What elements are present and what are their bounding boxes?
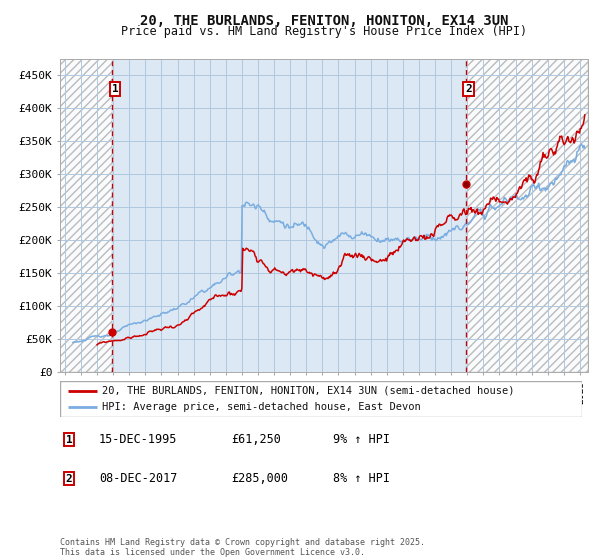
Text: HPI: Average price, semi-detached house, East Devon: HPI: Average price, semi-detached house,… (102, 402, 421, 412)
Bar (60, 59, 112, 372)
Text: 20, THE BURLANDS, FENITON, HONITON, EX14 3UN (semi-detached house): 20, THE BURLANDS, FENITON, HONITON, EX14… (102, 386, 514, 396)
Text: £61,250: £61,250 (231, 433, 281, 446)
Text: £285,000: £285,000 (231, 472, 288, 486)
Text: Contains HM Land Registry data © Crown copyright and database right 2025.
This d: Contains HM Land Registry data © Crown c… (60, 538, 425, 557)
Text: Price paid vs. HM Land Registry's House Price Index (HPI): Price paid vs. HM Land Registry's House … (121, 25, 527, 38)
Text: 2: 2 (466, 83, 472, 94)
Bar (466, 59, 588, 372)
Text: 9% ↑ HPI: 9% ↑ HPI (333, 433, 390, 446)
Text: 1: 1 (112, 83, 118, 94)
Text: 8% ↑ HPI: 8% ↑ HPI (333, 472, 390, 486)
Text: 1: 1 (65, 435, 73, 445)
Text: 2: 2 (65, 474, 73, 484)
Text: 20, THE BURLANDS, FENITON, HONITON, EX14 3UN: 20, THE BURLANDS, FENITON, HONITON, EX14… (140, 14, 508, 28)
Text: 08-DEC-2017: 08-DEC-2017 (99, 472, 178, 486)
Text: 15-DEC-1995: 15-DEC-1995 (99, 433, 178, 446)
